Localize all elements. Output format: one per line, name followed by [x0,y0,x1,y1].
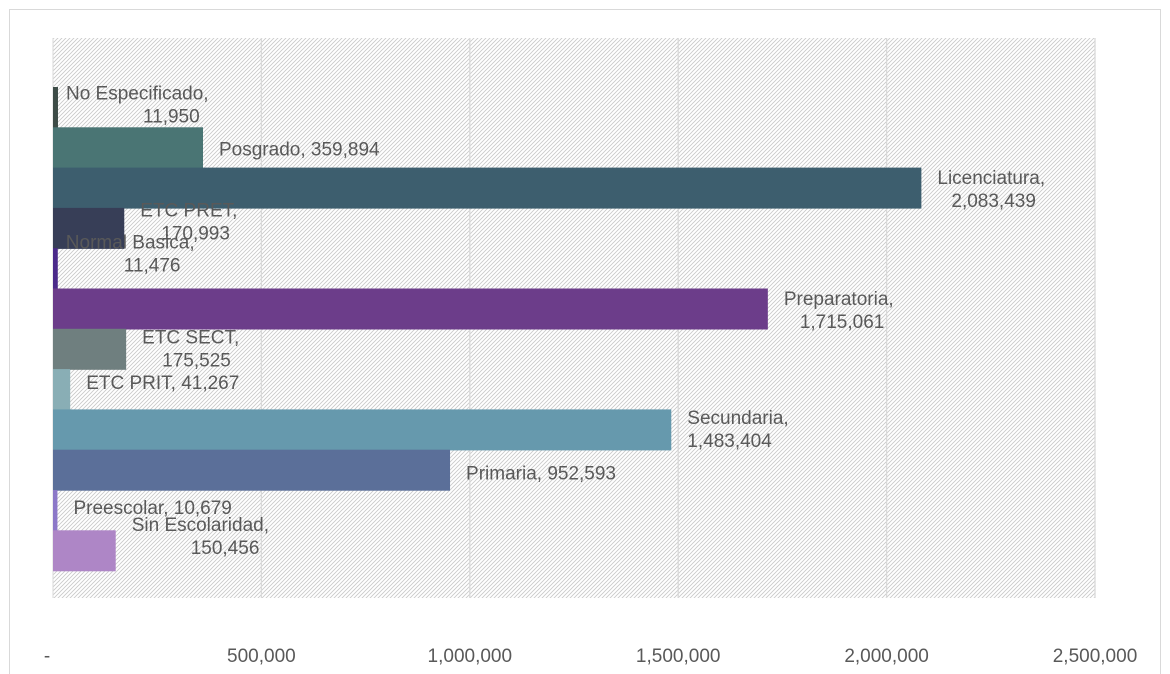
data-label: Preparatoria, [784,289,894,310]
data-label: Licenciatura, [937,168,1045,189]
data-label: 175,525 [162,350,231,371]
bar-posgrado [53,127,204,169]
bar-no-especificado [53,87,58,128]
data-label: Sin Escolaridad, [132,515,269,536]
data-label: 11,950 [143,107,200,128]
bar-sin-escolaridad [53,530,116,572]
data-label: No Especificado, [66,84,209,105]
data-label: ETC SECT, [142,327,239,348]
bar-etc-pret [53,207,125,249]
bar-preescolar [53,490,58,531]
bar-normal-basica [53,248,58,290]
data-label: Posgrado, 359,894 [219,139,380,160]
data-label: Primaria, 952,593 [466,464,616,485]
chart-frame [9,9,1161,674]
x-axis-ticks: - 500,000 1,000,000 1,500,000 2,000,000 2,500… [44,646,1137,667]
data-label: ETC PRIT, 41,267 [86,373,239,394]
x-tick-label: 2,500,000 [1053,646,1138,667]
x-tick-label: 500,000 [227,646,296,667]
data-label: 1,715,061 [800,312,885,333]
data-label: 2,083,439 [951,191,1036,212]
bar-etc-sect [53,328,127,370]
x-tick-label: 1,500,000 [636,646,721,667]
x-tick-label: 1,000,000 [428,646,513,667]
data-label: Preescolar, 10,679 [73,498,231,519]
bar-secundaria [53,409,672,451]
data-label: 170,993 [161,223,230,244]
data-label: Secundaria, [687,408,788,429]
data-labels: No Especificado,11,950 Posgrado, 359,894 L… [66,84,1045,559]
data-label: 150,456 [191,538,260,559]
data-label: Normal Basica, [66,233,195,254]
bar-etc-prit [53,369,71,411]
bar-preparatoria [53,288,768,330]
x-tick-label: - [44,646,50,667]
bars [53,87,922,572]
data-label: 11,476 [124,256,181,277]
data-label: ETC PRET, [140,200,237,221]
data-label: 1,483,404 [687,431,772,452]
x-tick-label: 2,000,000 [844,646,929,667]
bar-licenciatura [53,167,922,209]
bar-primaria [53,449,451,491]
